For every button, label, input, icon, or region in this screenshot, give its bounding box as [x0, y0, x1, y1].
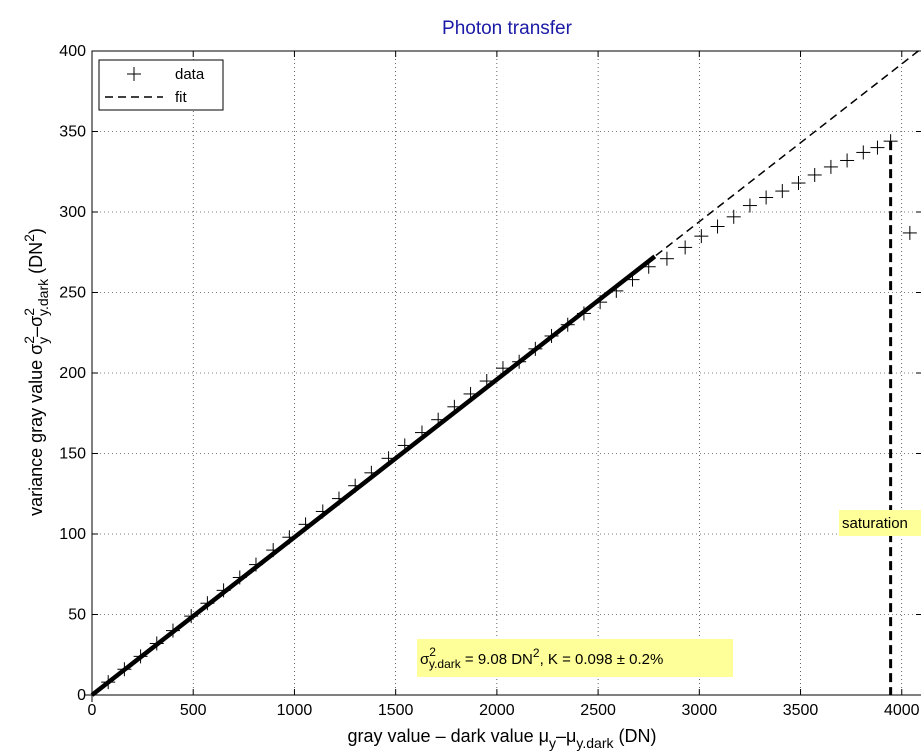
data-point [544, 328, 559, 343]
saturation-label: saturation [842, 515, 908, 532]
y-axis-label: variance gray value σ2y–σ2y.dark (DN2) [21, 228, 51, 516]
data-point [883, 134, 898, 149]
y-tick-label: 200 [59, 365, 86, 382]
data-point [184, 609, 199, 624]
dark-annotation-box [417, 639, 733, 677]
data-point [200, 596, 215, 611]
y-tick-label: 400 [59, 43, 86, 60]
data-point [840, 153, 855, 168]
data-point [101, 675, 116, 690]
data-point [479, 374, 494, 389]
data-point [414, 425, 429, 440]
data-point [463, 386, 478, 401]
data-point [266, 543, 281, 558]
data-point [870, 140, 885, 155]
x-tick-label: 2000 [479, 702, 515, 719]
dark-annotation: σ2 y.dark = 9.08 DN2, K = 0.098 ± 0.2% [417, 639, 733, 677]
series-layer [85, 47, 921, 702]
data-point [641, 259, 656, 274]
fit-region-line [90, 254, 657, 697]
data-point [775, 184, 790, 199]
x-tick-label: 2500 [580, 702, 616, 719]
data-point [593, 295, 608, 310]
data-point [331, 491, 346, 506]
data-point [512, 354, 527, 369]
data-point [248, 557, 263, 572]
data-point [742, 198, 757, 213]
legend: data fit [98, 59, 224, 111]
data-point [609, 283, 624, 298]
data-point [348, 478, 363, 493]
y-tick-label: 100 [59, 526, 86, 543]
y-axis-ticks: 0 50 100 150 200 250 300 350 400 [59, 43, 921, 704]
data-point [117, 662, 132, 677]
data-point [431, 412, 446, 427]
data-point [232, 570, 247, 585]
data-point [315, 504, 330, 519]
data-point [659, 251, 674, 266]
saturation-box [839, 510, 921, 536]
data-point [726, 209, 741, 224]
data-point [791, 176, 806, 191]
data-point [447, 399, 462, 414]
x-axis-label: gray value – dark value μy–μy.dark (DN) [348, 726, 657, 751]
grid-lines [92, 51, 921, 695]
y-tick-label: 300 [59, 204, 86, 221]
data-point [165, 623, 180, 638]
x-tick-label: 1000 [277, 702, 313, 719]
dark-annotation-text: σ2 y.dark = 9.08 DN2, K = 0.098 ± 0.2% [420, 645, 663, 671]
data-point [397, 438, 412, 453]
legend-box [98, 59, 224, 111]
plot-frame [91, 50, 921, 696]
data-point [625, 272, 640, 287]
y-tick-label: 0 [77, 687, 86, 704]
data-point [381, 451, 396, 466]
data-point [495, 361, 510, 376]
x-tick-label: 4000 [884, 702, 920, 719]
data-point [576, 306, 591, 321]
data-point [560, 317, 575, 332]
data-point [298, 517, 313, 532]
data-point [823, 159, 838, 174]
x-tick-label: 3500 [783, 702, 819, 719]
data-point [678, 240, 693, 255]
saturation-annotation: saturation [839, 510, 921, 536]
data-point [133, 649, 148, 664]
data-point [216, 583, 231, 598]
data-point [282, 530, 297, 545]
y-tick-label: 150 [59, 446, 86, 463]
y-tick-label: 250 [59, 285, 86, 302]
x-tick-label: 1500 [378, 702, 414, 719]
data-point [710, 219, 725, 234]
data-point [856, 145, 871, 160]
data-point [149, 636, 164, 651]
data-point [759, 190, 774, 205]
y-tick-label: 350 [59, 124, 86, 141]
legend-data-marker [127, 67, 141, 81]
chart-title: Photon transfer [442, 18, 573, 39]
legend-data-label: data [175, 66, 205, 83]
x-tick-label: 3000 [682, 702, 718, 719]
data-point [528, 341, 543, 356]
x-axis-ticks: 0 500 1000 1500 2000 2500 3000 3500 4000 [88, 51, 920, 719]
legend-fit-label: fit [175, 89, 188, 106]
x-tick-label: 500 [180, 702, 207, 719]
data-point [364, 465, 379, 480]
data-point [694, 229, 709, 244]
data-point [902, 225, 917, 240]
x-tick-label: 0 [88, 702, 97, 719]
data-point [807, 167, 822, 182]
y-tick-label: 50 [68, 607, 86, 624]
